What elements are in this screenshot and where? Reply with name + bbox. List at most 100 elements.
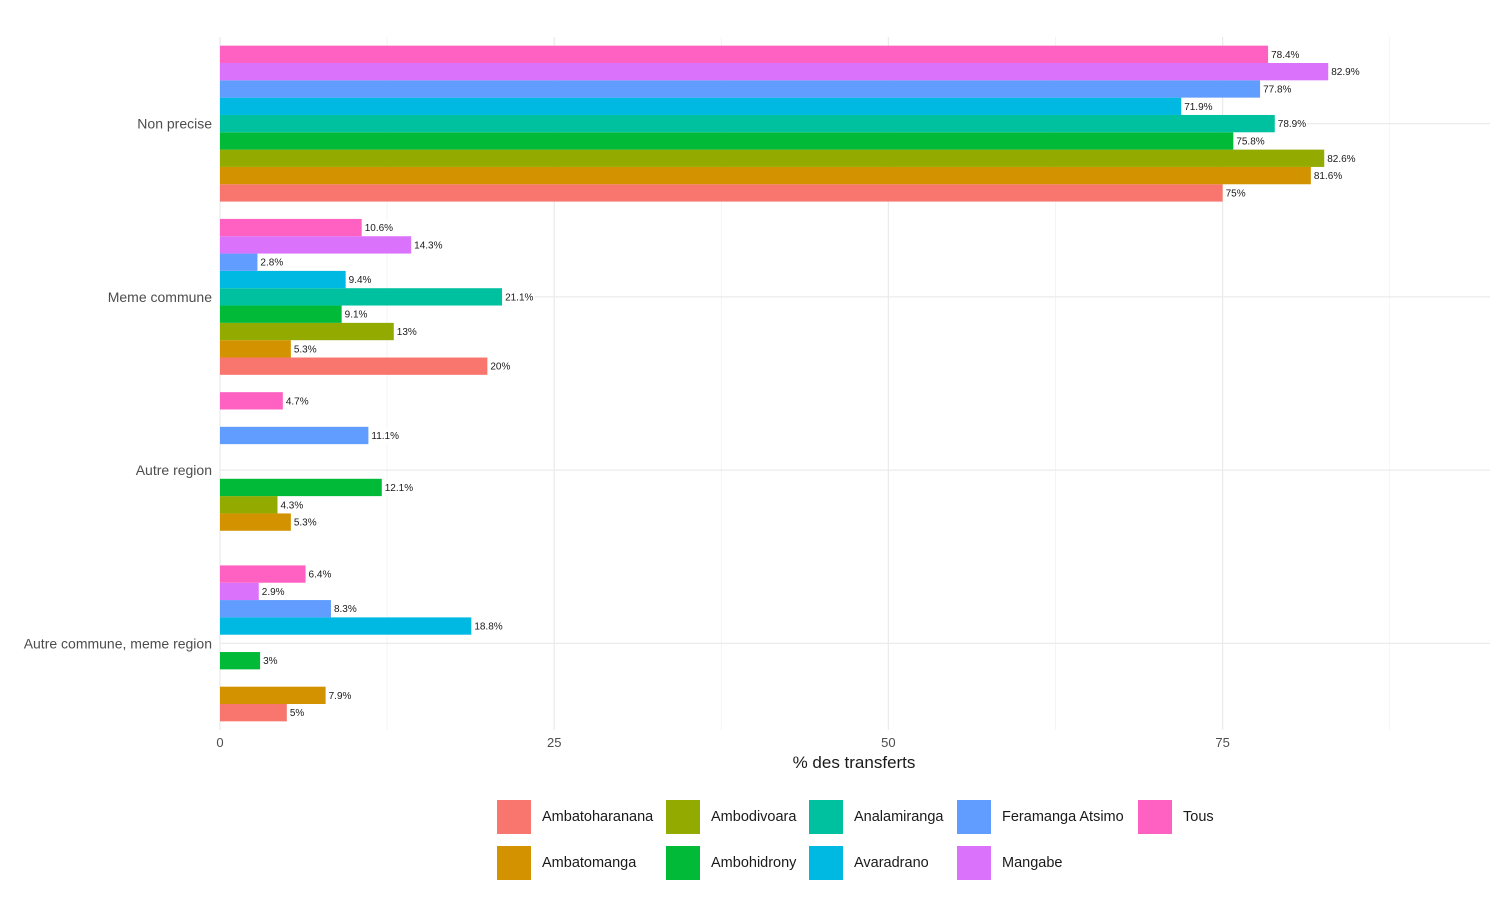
bar-label-bg xyxy=(259,583,286,600)
legend-swatch xyxy=(809,800,843,834)
bar-avaradrano xyxy=(220,97,1182,115)
bar-label-bg xyxy=(472,618,504,634)
legend-item: Ambatoharanana xyxy=(497,800,653,834)
bar-value-label: 20% xyxy=(490,362,510,373)
bar-ambatomanga xyxy=(220,513,291,531)
bar-value-label: 2.9% xyxy=(262,587,285,598)
bar-ambatoharanana xyxy=(220,184,1223,202)
legend-item: Ambatomanga xyxy=(497,846,636,880)
bar-value-label: 12.1% xyxy=(385,483,413,494)
legend-label: Ambohidrony xyxy=(711,855,797,871)
bar-value-label: 5.3% xyxy=(294,518,317,529)
bar-value-label: 77.8% xyxy=(1263,84,1291,95)
bar-label-bg xyxy=(326,687,353,704)
legend-swatch xyxy=(497,800,531,834)
bar-value-label: 5.3% xyxy=(294,344,317,355)
legend-item: Mangabe xyxy=(957,846,1062,880)
bar-ambatomanga xyxy=(220,166,1311,185)
bar-label-bg xyxy=(369,427,401,444)
legend-item: Analamiranga xyxy=(809,800,943,834)
bar-mangabe xyxy=(220,236,412,254)
bar-avaradrano xyxy=(220,270,346,289)
bar-value-label: 3% xyxy=(263,656,278,667)
legend-label: Avaradrano xyxy=(854,855,929,871)
category-labels: Non precise Meme commune Autre region Autre… xyxy=(24,116,213,652)
x-tick-label: 50 xyxy=(881,735,895,750)
legend-item: Tous xyxy=(1138,800,1214,834)
bar-feramanga-atsimo xyxy=(220,426,369,445)
bar-feramanga-atsimo xyxy=(220,80,1261,98)
bar-tous xyxy=(220,392,283,410)
legend-swatch xyxy=(957,846,991,880)
bar-tous xyxy=(220,565,306,583)
bar-value-label: 4.3% xyxy=(280,500,303,511)
bar-value-label: 82.9% xyxy=(1331,67,1359,78)
category-label: Autre region xyxy=(136,462,212,478)
legend-swatch xyxy=(497,846,531,880)
bar-value-label: 2.8% xyxy=(260,258,283,269)
bar-value-label: 13% xyxy=(397,327,417,338)
bar-label-bg xyxy=(1261,81,1293,97)
bar-label-bg xyxy=(1269,46,1301,62)
bar-label-bg xyxy=(394,323,415,340)
legend-label: Ambatoharanana xyxy=(542,809,654,825)
category-label: Autre commune, meme region xyxy=(24,635,212,651)
bar-label-bg xyxy=(291,514,318,530)
bar-feramanga-atsimo xyxy=(220,600,331,618)
category-label: Non precise xyxy=(137,116,212,132)
bar-value-label: 18.8% xyxy=(474,622,502,633)
bar-ambohidrony xyxy=(220,132,1234,150)
bar-label-bg xyxy=(1275,115,1307,132)
bar-value-label: 82.6% xyxy=(1327,154,1355,165)
bar-label-bg xyxy=(1234,133,1266,149)
x-axis-title: % des transferts xyxy=(793,753,916,772)
bar-label-bg xyxy=(1329,63,1361,80)
bar-value-label: 9.4% xyxy=(349,275,372,286)
legend-swatch xyxy=(1138,800,1172,834)
bar-label-bg xyxy=(331,601,358,617)
bar-label-bg xyxy=(412,237,444,253)
legend-swatch xyxy=(957,800,991,834)
legend-label: Ambodivoara xyxy=(711,809,797,825)
bar-label-bg xyxy=(1325,150,1357,166)
bar-analamiranga xyxy=(220,288,503,306)
bar-ambohidrony xyxy=(220,652,261,670)
legend-swatch xyxy=(809,846,843,880)
bar-ambodivoara xyxy=(220,496,278,514)
bar-label-bg xyxy=(261,653,276,669)
legend-label: Ambatomanga xyxy=(542,855,637,871)
bar-value-label: 6.4% xyxy=(309,570,332,581)
legend-label: Tous xyxy=(1183,809,1214,825)
bar-label-bg xyxy=(258,254,284,270)
bar-value-label: 21.1% xyxy=(505,292,533,303)
legend-item: Ambohidrony xyxy=(666,846,796,880)
legend-item: Avaradrano xyxy=(809,846,929,880)
bar-ambohidrony xyxy=(220,478,382,497)
bar-labels: 75% 81.6% 82.6% 75.8% 78.9% 71.9% 77.8% 82.9% 78… xyxy=(258,46,1361,721)
legend-swatch xyxy=(666,846,700,880)
bar-ambatomanga xyxy=(220,340,291,358)
bar-label-bg xyxy=(283,393,310,409)
bar-tous xyxy=(220,218,362,237)
bar-label-bg xyxy=(1182,98,1214,114)
bar-label-bg xyxy=(362,219,394,236)
bar-value-label: 7.9% xyxy=(329,691,352,702)
legend-item: Ambodivoara xyxy=(666,800,796,834)
bar-ambohidrony xyxy=(220,305,342,323)
bar-value-label: 71.9% xyxy=(1184,102,1212,113)
bar-value-label: 11.1% xyxy=(371,431,399,442)
bar-label-bg xyxy=(306,566,332,582)
bar-label-bg xyxy=(342,306,369,322)
x-tick-label: 75 xyxy=(1215,735,1229,750)
bar-label-bg xyxy=(291,341,318,357)
bar-feramanga-atsimo xyxy=(220,253,258,271)
bar-value-label: 78.9% xyxy=(1278,119,1306,130)
legend-label: Analamiranga xyxy=(854,809,944,825)
bar-mangabe xyxy=(220,582,259,601)
legend-label: Mangabe xyxy=(1002,855,1063,871)
category-label: Meme commune xyxy=(108,289,212,305)
x-tick-labels: 0 25 50 75 xyxy=(216,735,1229,750)
bar-chart: 75% 81.6% 82.6% 75.8% 78.9% 71.9% 77.8% 82.9% 78… xyxy=(24,37,1490,772)
bar-avaradrano xyxy=(220,617,472,635)
bar-mangabe xyxy=(220,62,1329,81)
